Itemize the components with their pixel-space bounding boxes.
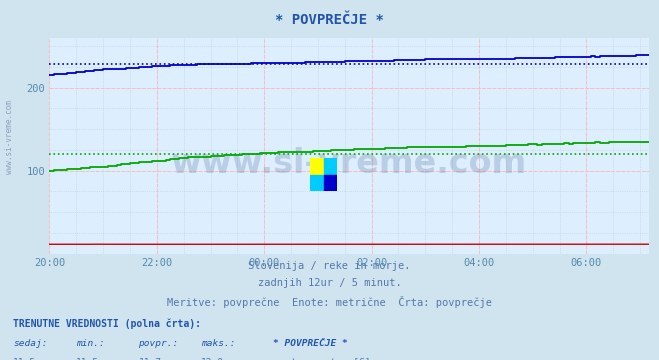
Text: 11,5: 11,5 — [13, 358, 36, 360]
Text: * POVPREČJE *: * POVPREČJE * — [273, 339, 348, 348]
Text: min.:: min.: — [76, 339, 105, 348]
Text: Slovenija / reke in morje.: Slovenija / reke in morje. — [248, 261, 411, 271]
Text: Meritve: povprečne  Enote: metrične  Črta: povprečje: Meritve: povprečne Enote: metrične Črta:… — [167, 296, 492, 307]
Text: www.si-vreme.com: www.si-vreme.com — [171, 147, 527, 180]
Text: sedaj:: sedaj: — [13, 339, 47, 348]
Bar — [310, 175, 324, 191]
Text: povpr.:: povpr.: — [138, 339, 179, 348]
Text: 11,5: 11,5 — [76, 358, 99, 360]
Text: TRENUTNE VREDNOSTI (polna črta):: TRENUTNE VREDNOSTI (polna črta): — [13, 319, 201, 329]
Text: 11,7: 11,7 — [138, 358, 161, 360]
Bar — [324, 175, 337, 191]
Text: 12,0: 12,0 — [201, 358, 224, 360]
Text: * POVPREČJE *: * POVPREČJE * — [275, 13, 384, 27]
Text: maks.:: maks.: — [201, 339, 235, 348]
Bar — [324, 158, 337, 175]
Text: www.si-vreme.com: www.si-vreme.com — [5, 100, 14, 174]
Text: zadnjih 12ur / 5 minut.: zadnjih 12ur / 5 minut. — [258, 278, 401, 288]
Text: temperatura[C]: temperatura[C] — [291, 358, 371, 360]
Bar — [310, 158, 324, 175]
